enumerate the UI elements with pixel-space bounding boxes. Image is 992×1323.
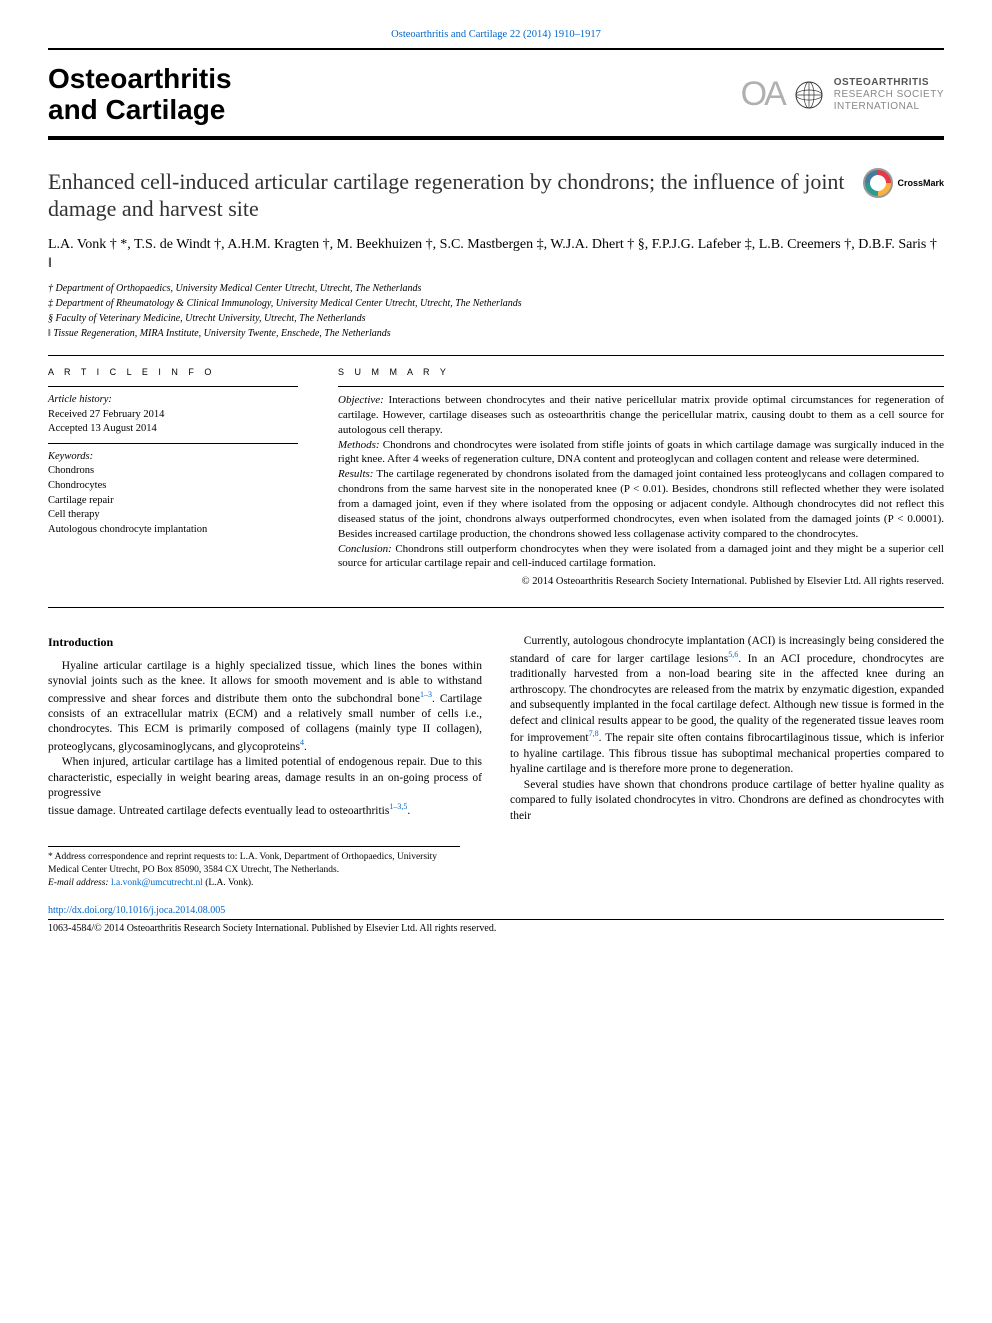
email-label: E-mail address: — [48, 878, 109, 888]
globe-icon — [794, 80, 824, 110]
affiliation-4: ‖ Tissue Regeneration, MIRA Institute, U… — [48, 327, 944, 341]
p1a: Hyaline articular cartilage is a highly … — [48, 660, 482, 705]
keywords-label: Keywords: — [48, 450, 298, 464]
email-line: E-mail address: l.a.vonk@umcutrecht.nl (… — [48, 877, 460, 890]
journal-name-line1: Osteoarthritis — [48, 64, 232, 95]
issn-copyright: 1063-4584/© 2014 Osteoarthritis Research… — [48, 922, 944, 936]
intro-p1: Hyaline articular cartilage is a highly … — [48, 659, 482, 756]
keyword-1: Chondrons — [48, 464, 298, 479]
title-row: Enhanced cell-induced articular cartilag… — [48, 168, 944, 223]
article-info-column: A R T I C L E I N F O Article history: R… — [48, 356, 298, 589]
summary-results: Results: The cartilage regenerated by ch… — [338, 467, 944, 541]
history-accepted: Accepted 13 August 2014 — [48, 422, 298, 437]
journal-name: Osteoarthritis and Cartilage — [48, 64, 232, 126]
body-rule — [48, 607, 944, 608]
ref-link-1-3-5[interactable]: 1–3,5 — [389, 802, 407, 811]
conclusion-text: Chondrons still outperform chondrocytes … — [338, 543, 944, 570]
journal-name-line2: and Cartilage — [48, 95, 232, 126]
summary-copyright: © 2014 Osteoarthritis Research Society I… — [338, 575, 944, 589]
article-title: Enhanced cell-induced articular cartilag… — [48, 168, 847, 223]
keyword-3: Cartilage repair — [48, 494, 298, 509]
affiliation-2: ‡ Department of Rheumatology & Clinical … — [48, 297, 944, 311]
ref-link-5-6[interactable]: 5,6 — [728, 650, 738, 659]
article-history: Article history: Received 27 February 20… — [48, 393, 298, 437]
keywords-list: Chondrons Chondrocytes Cartilage repair … — [48, 464, 298, 537]
objective-label: Objective: — [338, 394, 384, 406]
intro-p3: tissue damage. Untreated cartilage defec… — [48, 802, 482, 819]
crossmark-widget[interactable]: CrossMark — [863, 168, 944, 198]
footer-rule — [48, 919, 944, 920]
body-columns: Introduction Hyaline articular cartilage… — [48, 634, 944, 824]
objective-text: Interactions between chondrocytes and th… — [338, 394, 944, 436]
author-list: L.A. Vonk † *, T.S. de Windt †, A.H.M. K… — [48, 235, 944, 274]
article-info-head: A R T I C L E I N F O — [48, 366, 298, 378]
keyword-4: Cell therapy — [48, 508, 298, 523]
meta-grid: A R T I C L E I N F O Article history: R… — [48, 356, 944, 589]
society-line2: RESEARCH SOCIETY — [834, 89, 944, 101]
results-text: The cartilage regenerated by chondrons i… — [338, 468, 944, 539]
introduction-head: Introduction — [48, 634, 482, 650]
summary-rule — [338, 386, 944, 387]
correspondence-note: * Address correspondence and reprint req… — [48, 851, 460, 877]
history-label: Article history: — [48, 393, 298, 408]
society-line1: OSTEOARTHRITIS — [834, 77, 944, 89]
doi-link[interactable]: http://dx.doi.org/10.1016/j.joca.2014.08… — [48, 905, 225, 916]
affiliation-3: § Faculty of Veterinary Medicine, Utrech… — [48, 312, 944, 326]
methods-text: Chondrons and chondrocytes were isolated… — [338, 439, 944, 466]
crossmark-label: CrossMark — [897, 177, 944, 189]
society-line3: INTERNATIONAL — [834, 101, 944, 113]
affiliation-1: † Department of Orthopaedics, University… — [48, 282, 944, 296]
p3b: . — [407, 805, 410, 817]
conclusion-label: Conclusion: — [338, 543, 392, 555]
summary-body: Objective: Interactions between chondroc… — [338, 393, 944, 589]
history-received: Received 27 February 2014 — [48, 408, 298, 423]
info-rule-1 — [48, 386, 298, 387]
email-name: (L.A. Vonk). — [205, 878, 253, 888]
intro-p4: Currently, autologous chondrocyte implan… — [510, 634, 944, 777]
intro-p2: When injured, articular cartilage has a … — [48, 755, 482, 802]
methods-label: Methods: — [338, 439, 380, 451]
affiliations: † Department of Orthopaedics, University… — [48, 282, 944, 341]
oa-logo: OA — [741, 72, 784, 118]
society-name: OSTEOARTHRITIS RESEARCH SOCIETY INTERNAT… — [834, 77, 944, 113]
thick-rule — [48, 136, 944, 140]
email-link[interactable]: l.a.vonk@umcutrecht.nl — [111, 878, 203, 888]
summary-objective: Objective: Interactions between chondroc… — [338, 393, 944, 438]
society-block: OA OSTEOARTHRITIS RESEARCH SOCIETY INTER… — [741, 72, 944, 118]
keyword-2: Chondrocytes — [48, 479, 298, 494]
p4b: . In an ACI procedure, chondrocytes are … — [510, 653, 944, 744]
masthead: Osteoarthritis and Cartilage OA OSTEOART… — [48, 50, 944, 136]
summary-conclusion: Conclusion: Chondrons still outperform c… — [338, 542, 944, 572]
keyword-5: Autologous chondrocyte implantation — [48, 523, 298, 538]
ref-link-1-3[interactable]: 1–3 — [420, 690, 432, 699]
ref-link-7-8[interactable]: 7,8 — [589, 729, 599, 738]
p1c: . — [304, 741, 307, 753]
results-label: Results: — [338, 468, 373, 480]
intro-p5: Several studies have shown that chondron… — [510, 778, 944, 825]
footnotes: * Address correspondence and reprint req… — [48, 846, 460, 889]
crossmark-icon — [863, 168, 893, 198]
header-citation: Osteoarthritis and Cartilage 22 (2014) 1… — [48, 28, 944, 42]
summary-column: S U M M A R Y Objective: Interactions be… — [338, 356, 944, 589]
p3a: tissue damage. Untreated cartilage defec… — [48, 805, 389, 817]
summary-methods: Methods: Chondrons and chondrocytes were… — [338, 438, 944, 468]
footer: http://dx.doi.org/10.1016/j.joca.2014.08… — [48, 904, 944, 936]
summary-head: S U M M A R Y — [338, 366, 944, 378]
info-rule-2 — [48, 443, 298, 444]
